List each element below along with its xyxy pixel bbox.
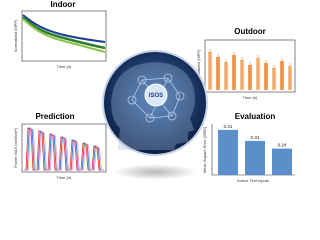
value-label: 0.41 (224, 124, 233, 129)
plot-frame (204, 39, 296, 93)
axes (211, 124, 295, 176)
y-axis-label: Mean Square Error (MSE) (202, 126, 207, 173)
curve (22, 16, 106, 50)
curve (22, 14, 106, 43)
x-axis-label: Time (h) (57, 64, 72, 69)
y-axis-label: Power MAX (mW/cm²) (13, 127, 18, 167)
shadow (113, 164, 197, 180)
peak-curve (24, 127, 104, 171)
curve (22, 18, 106, 53)
spike-series (208, 49, 292, 90)
plot-frame (21, 123, 107, 173)
network (127, 73, 185, 123)
x-axis-label: Time (h) (243, 95, 258, 100)
x-axis-label: Time (h) (57, 175, 72, 180)
value-label: 0.31 (251, 135, 260, 140)
value-label: 0.24 (278, 143, 287, 148)
panel-title: Indoor (51, 0, 76, 9)
panel-title: Prediction (35, 112, 74, 121)
panel-title: Evaluation (235, 112, 276, 121)
bar (245, 140, 265, 175)
y-axis-label: Normalized (MPP) (13, 19, 18, 52)
graphical-abstract: Indoor Normalized (MPP) Time (h) Outdoor… (13, 0, 296, 183)
peak-curve (24, 127, 104, 171)
peak-curve (24, 127, 104, 171)
x-axis-label: Indoor Test Inputs (237, 178, 269, 183)
plot-frame (21, 10, 107, 62)
bar (218, 129, 238, 175)
bar-group: 0.41 0.31 0.24 (218, 124, 292, 175)
center-label: ISOS (149, 93, 163, 99)
panel-title: Outdoor (234, 27, 266, 36)
bar (272, 148, 292, 175)
center-badge (144, 83, 168, 107)
peak-series (24, 127, 104, 171)
y-axis-label: Normalized (MPP) (196, 49, 201, 82)
